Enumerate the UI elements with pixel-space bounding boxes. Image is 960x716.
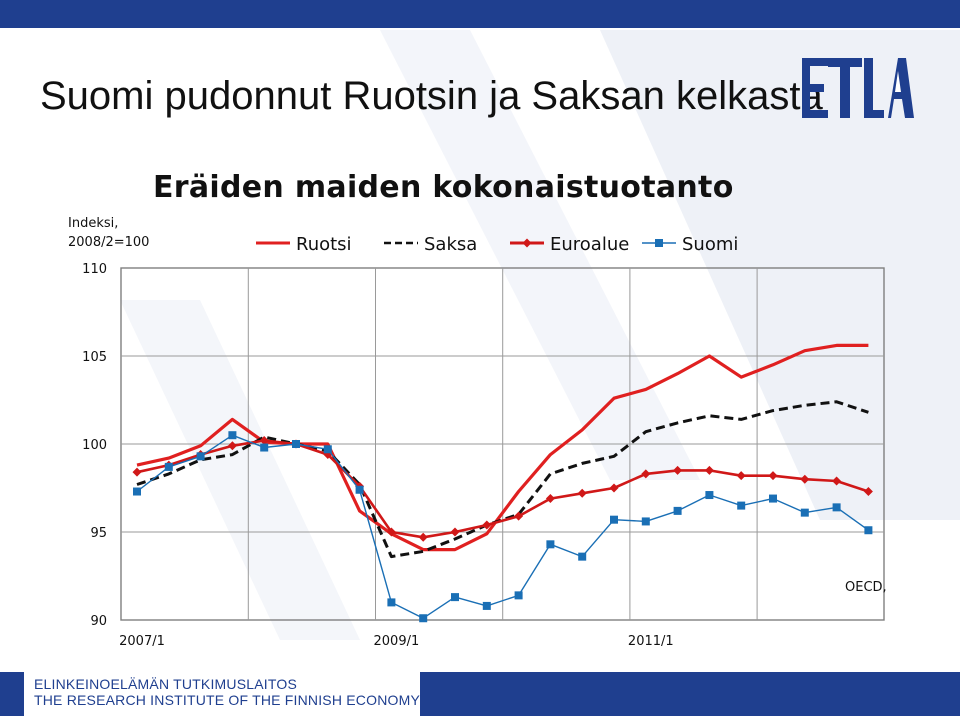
point-euroalue-16 xyxy=(641,469,651,479)
legend-item-suomi: Suomi xyxy=(642,234,738,255)
point-euroalue-23 xyxy=(863,487,873,497)
legend-label-saksa: Saksa xyxy=(424,234,477,255)
source-note: OECD, xyxy=(845,580,887,595)
series-line-euroalue xyxy=(136,439,869,539)
x-tick-label-2011-1: 2011/1 xyxy=(628,634,674,649)
point-euroalue-11 xyxy=(482,520,492,530)
series-line-suomi xyxy=(136,434,869,619)
point-suomi-21 xyxy=(800,508,809,517)
y-tick-label-105: 105 xyxy=(82,350,107,365)
point-suomi-11 xyxy=(482,601,491,610)
point-euroalue-0 xyxy=(132,467,142,477)
chart-legend: Ruotsi Saksa Euroalue Suomi xyxy=(256,234,738,255)
x-tick-label-2007-1: 2007/1 xyxy=(119,634,165,649)
y-tick-label-95: 95 xyxy=(90,526,107,541)
y-tick-label-110: 110 xyxy=(82,262,107,277)
point-suomi-0 xyxy=(133,487,141,496)
point-euroalue-8 xyxy=(386,527,396,537)
point-suomi-7 xyxy=(355,485,364,494)
point-euroalue-13 xyxy=(545,494,555,504)
series-saksa xyxy=(136,400,869,559)
y-axis-label: Indeksi, 2008/2=100 xyxy=(68,214,149,252)
legend-item-saksa: Saksa xyxy=(384,234,477,255)
point-euroalue-18 xyxy=(704,465,714,475)
point-suomi-4 xyxy=(260,443,269,452)
legend-item-euroalue: Euroalue xyxy=(510,234,629,255)
point-euroalue-10 xyxy=(450,527,460,537)
point-suomi-16 xyxy=(641,517,650,526)
point-euroalue-3 xyxy=(227,441,237,451)
point-euroalue-17 xyxy=(673,465,683,475)
point-suomi-17 xyxy=(673,506,682,515)
point-suomi-10 xyxy=(451,593,459,602)
point-euroalue-20 xyxy=(768,471,778,481)
legend-label-euroalue: Euroalue xyxy=(550,234,629,255)
point-suomi-9 xyxy=(419,614,428,623)
point-euroalue-14 xyxy=(577,488,587,498)
x-tick-label-2009-1: 2009/1 xyxy=(374,634,420,649)
point-suomi-15 xyxy=(610,515,618,524)
x-tick-labels: 2007/1 2009/1 2011/1 xyxy=(119,634,674,649)
point-suomi-19 xyxy=(737,501,746,510)
legend-item-ruotsi: Ruotsi xyxy=(256,234,352,255)
point-suomi-13 xyxy=(546,540,555,549)
footer: ELINKEINOELÄMÄN TUTKIMUSLAITOS THE RESEA… xyxy=(0,670,960,716)
footer-institute-fi: ELINKEINOELÄMÄN TUTKIMUSLAITOS xyxy=(34,676,297,692)
point-euroalue-19 xyxy=(736,471,746,481)
point-suomi-23 xyxy=(864,526,873,535)
point-suomi-5 xyxy=(292,440,300,448)
footer-bar-left xyxy=(0,672,24,716)
point-suomi-6 xyxy=(323,445,332,454)
chart-title: Eräiden maiden kokonaistuotanto xyxy=(153,170,734,205)
y-tick-label-100: 100 xyxy=(82,438,107,453)
slide-title: Suomi pudonnut Ruotsin ja Saksan kelkast… xyxy=(40,74,823,118)
point-suomi-18 xyxy=(705,491,714,500)
point-suomi-14 xyxy=(578,552,587,561)
chart-series xyxy=(132,343,873,623)
y-tick-labels: 110 105 100 95 90 xyxy=(82,262,107,629)
point-suomi-12 xyxy=(514,591,523,600)
footer-bar-right xyxy=(420,672,960,716)
series-line-saksa xyxy=(136,400,869,559)
legend-marker-euroalue xyxy=(522,238,532,248)
legend-marker-suomi xyxy=(655,239,663,247)
point-suomi-20 xyxy=(769,494,777,503)
point-euroalue-4 xyxy=(259,435,269,445)
point-suomi-22 xyxy=(832,503,841,512)
etla-logo xyxy=(802,58,914,118)
legend-label-ruotsi: Ruotsi xyxy=(296,234,352,255)
y-tick-label-90: 90 xyxy=(90,614,107,629)
point-euroalue-15 xyxy=(609,483,619,493)
point-euroalue-22 xyxy=(832,476,842,486)
top-banner xyxy=(0,0,960,28)
footer-institute-en: THE RESEARCH INSTITUTE OF THE FINNISH EC… xyxy=(34,692,420,708)
y-axis-label-line1: Indeksi, xyxy=(68,216,119,231)
point-euroalue-12 xyxy=(514,511,524,521)
point-suomi-8 xyxy=(387,598,396,607)
point-euroalue-21 xyxy=(800,474,810,484)
point-euroalue-9 xyxy=(418,532,428,542)
point-suomi-3 xyxy=(228,431,237,440)
series-suomi xyxy=(133,431,873,623)
y-axis-label-line2: 2008/2=100 xyxy=(68,235,150,250)
legend-label-suomi: Suomi xyxy=(682,234,738,255)
point-suomi-2 xyxy=(196,452,205,461)
point-suomi-1 xyxy=(164,462,173,471)
